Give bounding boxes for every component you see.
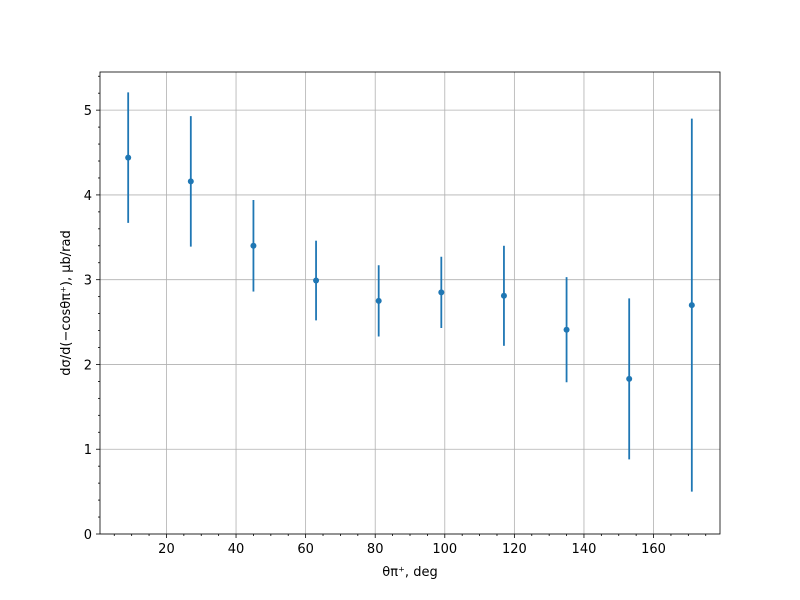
x-tick-label: 80 [367,542,384,557]
data-point [187,178,194,185]
y-tick-label: 5 [84,104,92,119]
data-point [563,326,570,333]
y-tick-label: 3 [84,274,92,289]
data-point [688,302,695,309]
y-tick-label: 4 [84,189,92,204]
y-tick-label: 1 [84,443,92,458]
x-tick-label: 160 [641,542,666,557]
data-point [500,292,507,299]
y-axis-label: dσ/d(−cosθπ⁺), μb/rad [59,230,74,375]
data-point [626,375,633,382]
x-axis-label: θπ⁺, deg [382,565,437,580]
data-point [313,277,320,284]
x-tick-label: 20 [158,542,175,557]
x-tick-label: 40 [228,542,245,557]
x-tick-label: 60 [297,542,314,557]
data-point [125,154,132,161]
x-tick-label: 100 [432,542,457,557]
data-point [250,242,257,249]
y-tick-label: 0 [84,528,92,543]
x-tick-label: 140 [572,542,597,557]
data-point [438,289,445,296]
data-point [375,297,382,304]
plot-frame [99,71,721,535]
y-tick-label: 2 [84,358,92,373]
x-tick-label: 120 [502,542,527,557]
